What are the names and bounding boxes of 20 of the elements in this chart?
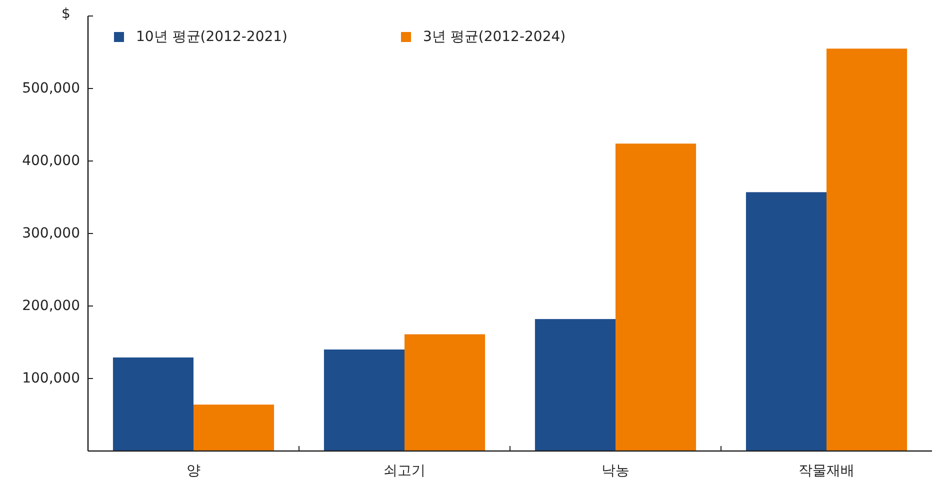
y-axis-title: $	[62, 6, 70, 22]
legend-label: 10년 평균(2012-2021)	[136, 29, 288, 45]
bar	[404, 334, 486, 451]
bar	[826, 48, 908, 451]
y-tick-label: 400,000	[22, 153, 80, 169]
y-tick-label: 500,000	[22, 80, 80, 96]
x-tick-label: 낙농	[602, 463, 630, 479]
x-tick-label: 쇠고기	[384, 463, 426, 479]
bar	[616, 144, 696, 451]
bar	[194, 404, 274, 451]
y-tick-label: 100,000	[22, 370, 80, 386]
bar	[112, 357, 194, 451]
bar	[534, 319, 616, 451]
legend-label: 3년 평균(2012-2024)	[423, 29, 566, 45]
y-tick-label: 300,000	[22, 226, 80, 242]
y-tick-label: 200,000	[22, 298, 80, 314]
x-tick-label: 양	[186, 463, 200, 479]
x-tick-label: 작물재배	[798, 463, 854, 479]
bar	[746, 192, 826, 451]
bar	[324, 350, 404, 451]
